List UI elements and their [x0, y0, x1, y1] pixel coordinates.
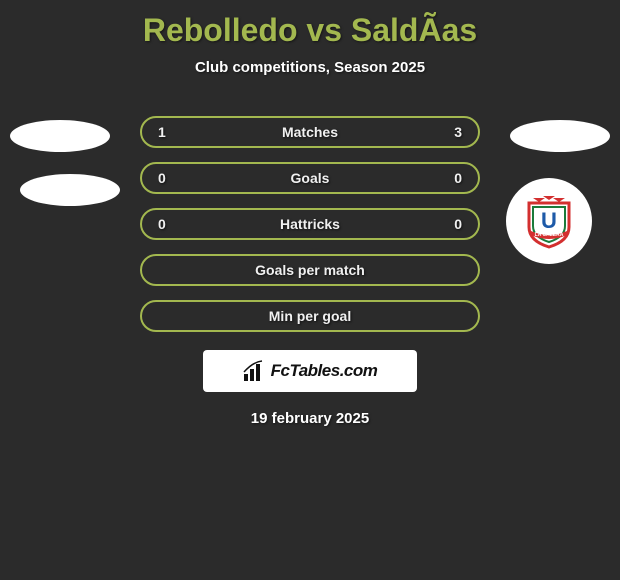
stat-label: Matches — [142, 124, 478, 140]
stat-row: Min per goal — [0, 300, 620, 332]
stat-pill-min-per-goal: Min per goal — [140, 300, 480, 332]
stat-right-value: 0 — [454, 170, 462, 186]
la-calera-shield-icon: U LA CALERA — [521, 193, 577, 249]
stat-row: Goals per match — [0, 254, 620, 286]
stat-left-value: 0 — [158, 216, 166, 232]
subtitle: Club competitions, Season 2025 — [0, 59, 620, 76]
stat-left-value: 0 — [158, 170, 166, 186]
logo-banner-text: LA CALERA — [535, 232, 564, 238]
stat-pill-goals-per-match: Goals per match — [140, 254, 480, 286]
stat-left-value: 1 — [158, 124, 166, 140]
player-left-placeholder-1 — [10, 120, 110, 152]
stat-pill-hattricks: 0 Hattricks 0 — [140, 208, 480, 240]
stat-pill-goals: 0 Goals 0 — [140, 162, 480, 194]
fctables-badge: FcTables.com — [203, 350, 417, 392]
stat-label: Min per goal — [142, 308, 478, 324]
fctables-label: FcTables.com — [271, 361, 378, 381]
stat-label: Hattricks — [142, 216, 478, 232]
date-label: 19 february 2025 — [0, 410, 620, 427]
bars-icon — [243, 360, 265, 382]
player-left-placeholder-2 — [20, 174, 120, 206]
player-right-placeholder-1 — [510, 120, 610, 152]
stat-pill-matches: 1 Matches 3 — [140, 116, 480, 148]
stat-right-value: 3 — [454, 124, 462, 140]
page-title: Rebolledo vs SaldÃ­as — [0, 0, 620, 49]
stat-label: Goals — [142, 170, 478, 186]
stat-label: Goals per match — [142, 262, 478, 278]
team-logo-right: U LA CALERA — [506, 178, 592, 264]
logo-letter: U — [541, 208, 557, 233]
stat-right-value: 0 — [454, 216, 462, 232]
